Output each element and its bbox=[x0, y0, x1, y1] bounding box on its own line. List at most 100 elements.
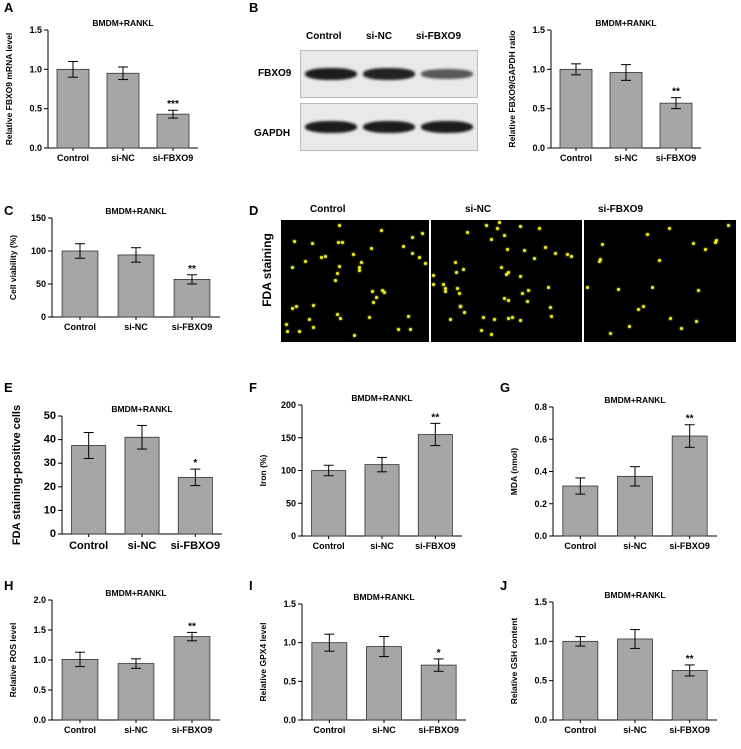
bar bbox=[117, 254, 155, 318]
stained-cell bbox=[527, 289, 530, 292]
stained-cell bbox=[503, 234, 506, 237]
panel-letter-d: D bbox=[249, 203, 259, 218]
stained-cell bbox=[411, 236, 414, 239]
chart-c-cell-viability: BMDM+RANKL 0 50 100 150 Cell viability (%) Con… bbox=[8, 208, 220, 332]
stained-cell bbox=[521, 292, 524, 295]
bar bbox=[61, 659, 99, 721]
stained-cell bbox=[418, 256, 421, 259]
bar bbox=[417, 434, 453, 537]
x-tick-label: Control bbox=[564, 541, 596, 551]
y-axis-label: Cell viability (%) bbox=[8, 235, 18, 300]
panel-letter-i: I bbox=[249, 578, 253, 593]
stained-cell bbox=[407, 315, 410, 318]
x-tick-label: Control bbox=[564, 725, 596, 735]
y-tick-label: 100 bbox=[281, 466, 296, 476]
bar bbox=[106, 72, 140, 149]
x-tick-label: si-NC bbox=[623, 541, 647, 551]
stained-cell bbox=[444, 287, 447, 290]
x-tick-label: si-FBXO9 bbox=[153, 153, 194, 163]
blot-band bbox=[421, 69, 473, 79]
bar bbox=[173, 636, 211, 721]
fda-image-si-nc bbox=[431, 220, 582, 342]
stained-cell bbox=[411, 252, 414, 255]
x-tick-label: Control bbox=[69, 540, 108, 552]
stained-cell bbox=[482, 316, 485, 319]
x-tick-label: si-NC bbox=[614, 153, 638, 163]
panel-letter-c: C bbox=[4, 203, 14, 218]
bar bbox=[559, 68, 593, 149]
stained-cell bbox=[628, 325, 631, 328]
y-tick-label: 0.8 bbox=[534, 402, 547, 412]
stained-cell bbox=[291, 307, 294, 310]
y-tick-label: 0.5 bbox=[534, 676, 547, 686]
y-tick-label: 200 bbox=[281, 400, 296, 410]
blot-row-label: GAPDH bbox=[254, 128, 291, 139]
stained-cell bbox=[727, 224, 730, 227]
y-tick-label: 20 bbox=[44, 481, 56, 493]
stained-cell bbox=[547, 286, 550, 289]
stained-cell bbox=[692, 242, 695, 245]
y-tick-label: 1.0 bbox=[534, 636, 547, 646]
stained-cell bbox=[337, 241, 340, 244]
y-tick-label: 150 bbox=[31, 213, 46, 223]
x-tick-label: si-FBXO9 bbox=[415, 541, 456, 551]
stained-cell bbox=[646, 233, 649, 236]
stained-cell bbox=[444, 290, 447, 293]
stained-cell bbox=[506, 248, 509, 251]
x-tick-label: si-FBXO9 bbox=[669, 541, 710, 551]
chart-title: BMDM+RANKL bbox=[92, 18, 153, 28]
fda-column-label: si-NC bbox=[465, 204, 492, 215]
stained-cell bbox=[368, 316, 371, 319]
stained-cell bbox=[370, 247, 373, 250]
bar bbox=[173, 278, 211, 318]
stained-cell bbox=[381, 289, 384, 292]
x-tick-label: Control bbox=[313, 541, 345, 551]
chart-f-iron: BMDM+RANKL 0 50 100 150 200 Iron (%) Control si-… bbox=[258, 393, 462, 551]
stained-cell bbox=[519, 225, 522, 228]
significance-marker: ** bbox=[188, 621, 196, 632]
stained-cell bbox=[383, 291, 386, 294]
y-tick-label: 0.5 bbox=[29, 104, 42, 114]
stained-cell bbox=[458, 292, 461, 295]
y-tick-label: 1.5 bbox=[532, 25, 545, 35]
x-tick-label: Control bbox=[64, 725, 96, 735]
bar bbox=[609, 72, 643, 149]
stained-cell bbox=[519, 275, 522, 278]
stained-cell bbox=[293, 240, 296, 243]
stained-cell bbox=[409, 328, 412, 331]
stained-cell bbox=[424, 262, 427, 265]
blot-row-label: FBXO9 bbox=[258, 68, 292, 79]
stained-cell bbox=[358, 266, 361, 269]
significance-marker: ** bbox=[188, 264, 196, 275]
stained-cell bbox=[360, 261, 363, 264]
x-tick-label: si-FBXO9 bbox=[418, 725, 459, 735]
stained-cell bbox=[554, 252, 557, 255]
stained-cell bbox=[295, 305, 298, 308]
panel-letter-f: F bbox=[249, 380, 257, 395]
stained-cell bbox=[507, 271, 510, 274]
panel-letter-h: H bbox=[4, 578, 14, 593]
stained-cell bbox=[324, 255, 327, 258]
y-axis-label: Relative FBXO9 mRNA level bbox=[4, 33, 14, 146]
blot-band bbox=[363, 121, 415, 133]
stained-cell bbox=[449, 318, 452, 321]
y-tick-label: 50 bbox=[44, 410, 56, 422]
y-tick-label: 0.0 bbox=[534, 715, 547, 725]
y-tick-label: 1.5 bbox=[283, 599, 296, 609]
chart-title: BMDM+RANKL bbox=[604, 590, 665, 600]
stained-cell bbox=[380, 229, 383, 232]
y-axis-label: Relative GPX4 level bbox=[258, 623, 268, 702]
stained-cell bbox=[599, 258, 602, 261]
y-axis-label: Relative ROS level bbox=[8, 623, 18, 698]
stained-cell bbox=[544, 246, 547, 249]
y-tick-label: 0 bbox=[41, 312, 46, 322]
chart-h-ros: BMDM+RANKL 0.0 0.5 1.0 1.5 2.0 Relative ROS le… bbox=[8, 588, 220, 735]
stained-cell bbox=[637, 308, 640, 311]
y-tick-label: 0.0 bbox=[29, 143, 42, 153]
x-tick-label: Control bbox=[313, 725, 345, 735]
bar bbox=[366, 646, 402, 721]
y-tick-label: 0.5 bbox=[33, 685, 46, 695]
stained-cell bbox=[680, 327, 683, 330]
y-tick-label: 50 bbox=[286, 498, 296, 508]
